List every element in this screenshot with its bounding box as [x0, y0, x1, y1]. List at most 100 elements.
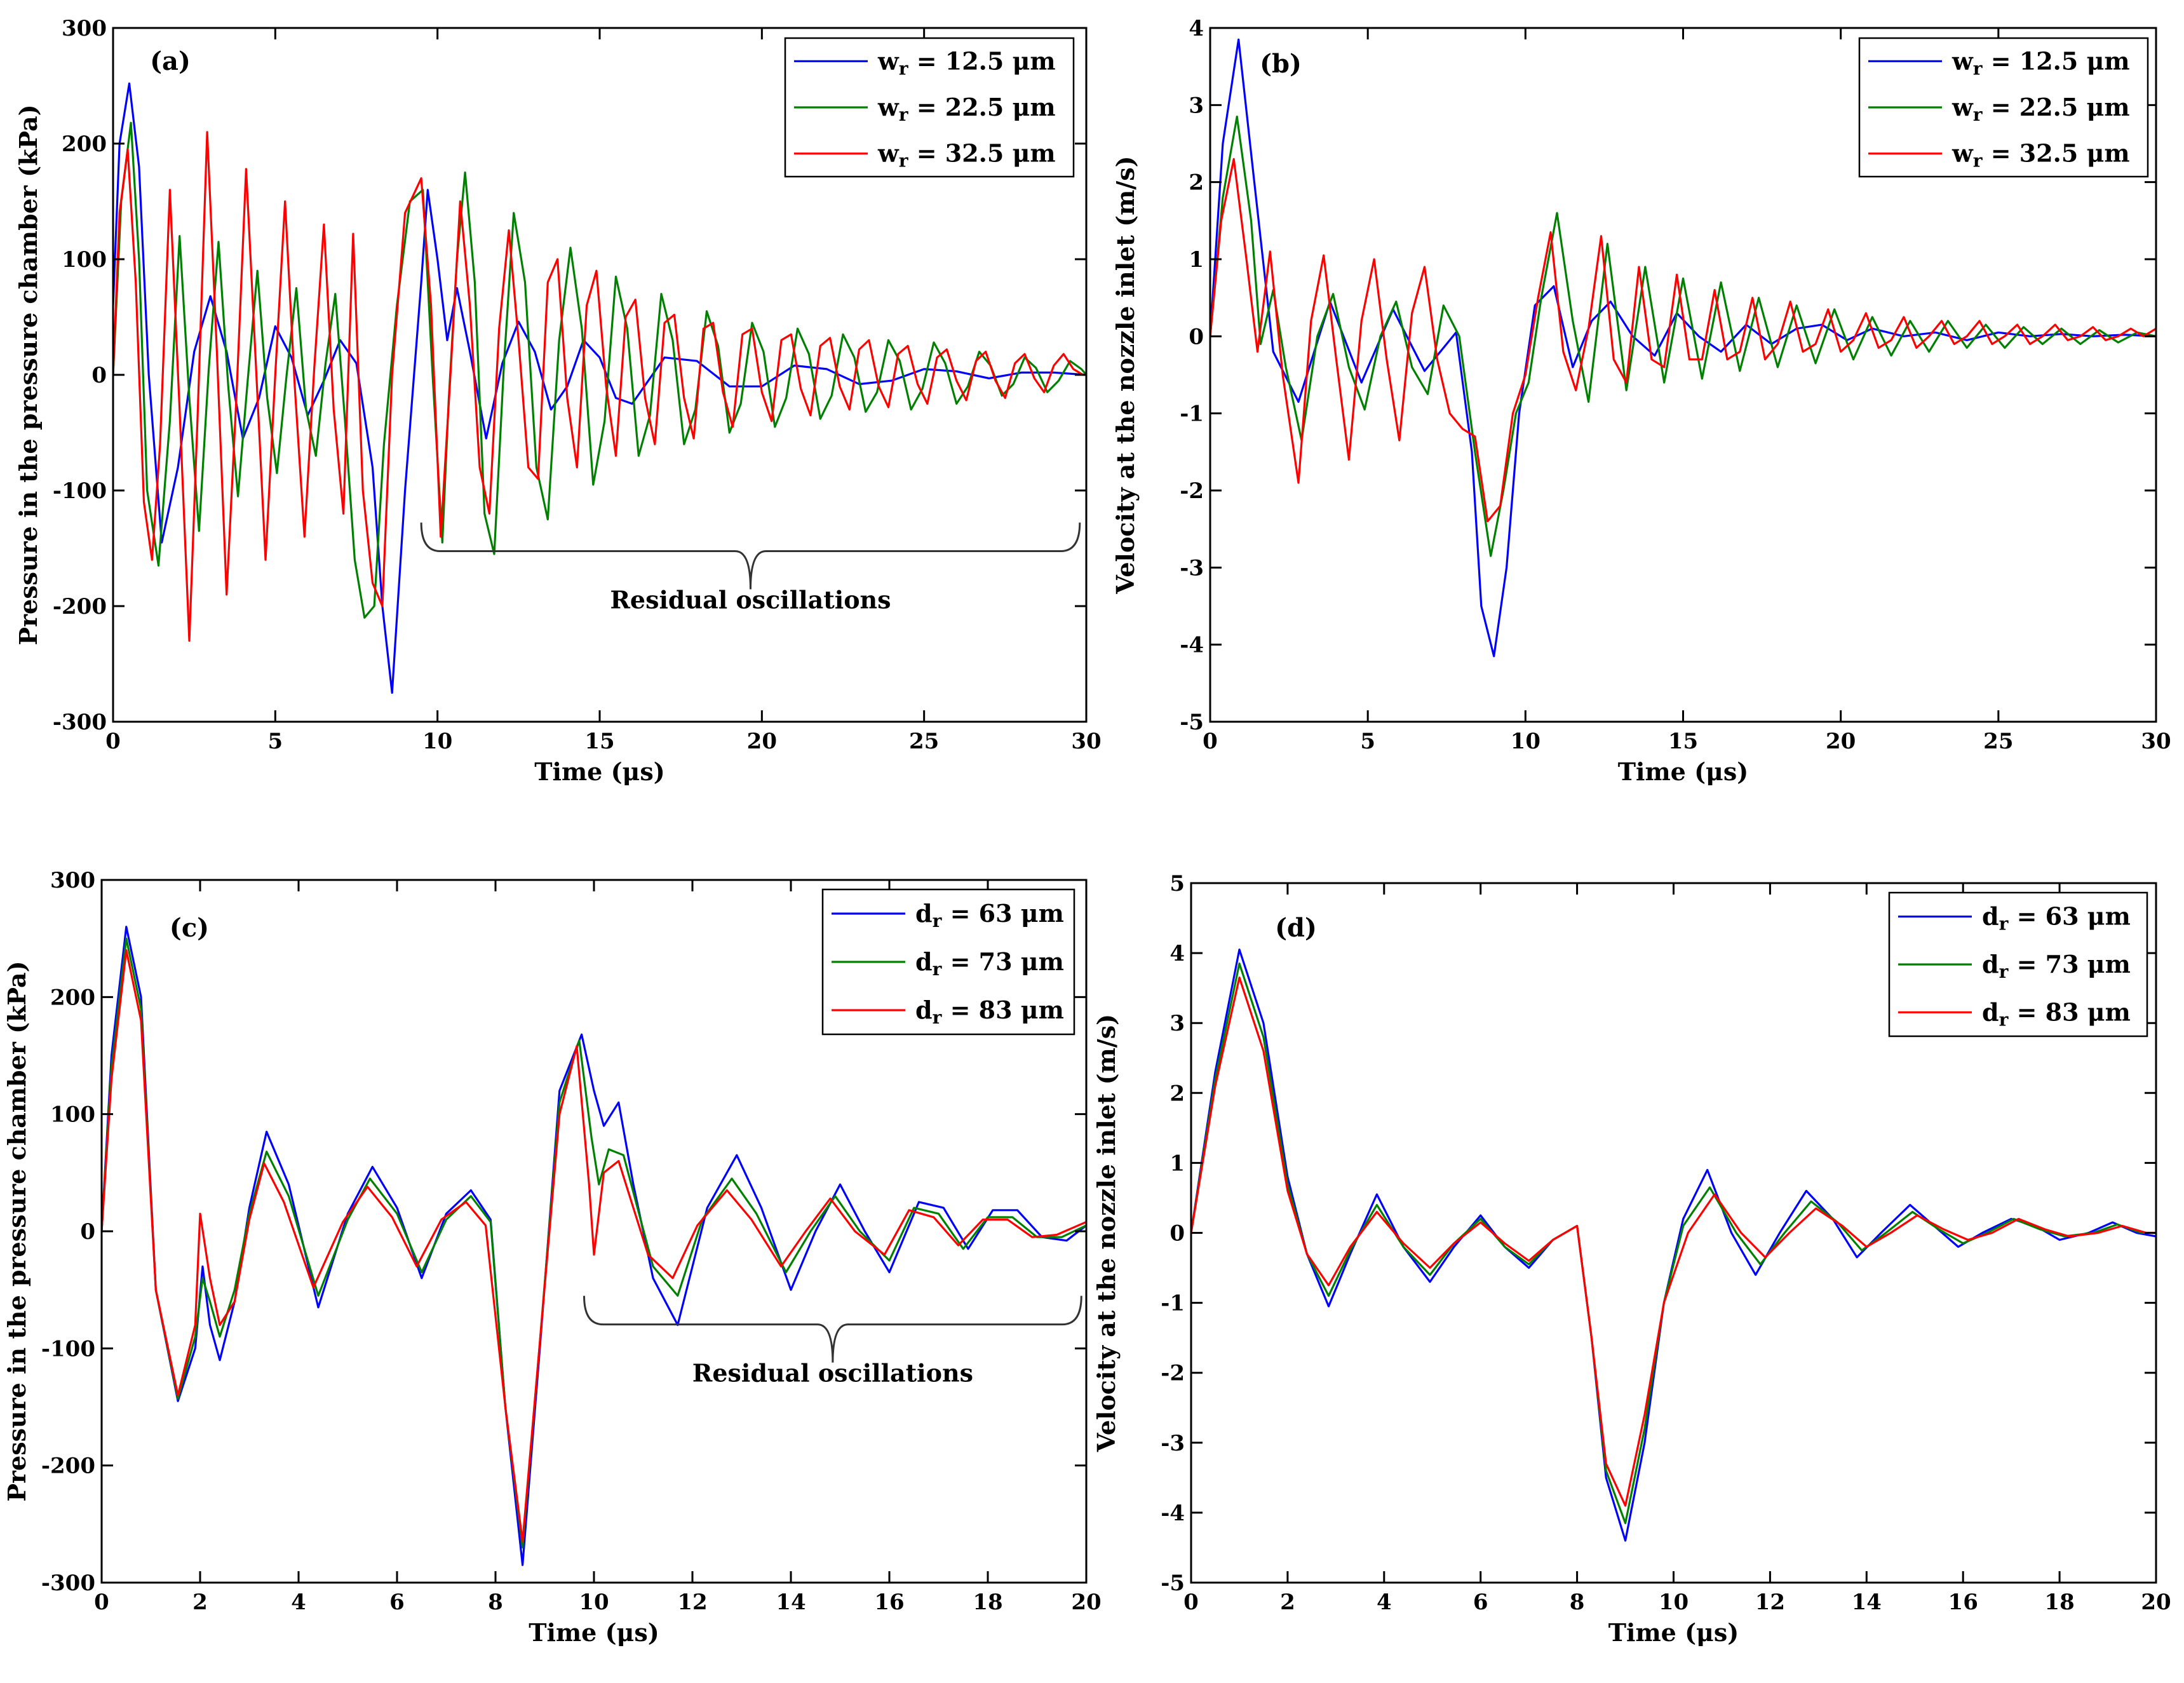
legend: wr = 12.5 μm wr = 22.5 μm wr = 32.5 μm: [784, 37, 1075, 178]
x-tick-label: 5: [1360, 729, 1375, 754]
y-tick-label: -200: [41, 1454, 95, 1479]
y-tick-label: 2: [1189, 170, 1204, 196]
chart-panel-c: 0 2 4 6 8 10 12 14 16 18 20 -300 -200 -100 0 100 200 300 T…: [3, 868, 1102, 1647]
y-tick-label: -300: [53, 710, 107, 735]
x-axis-label: Time (μs): [534, 757, 665, 786]
legend-entry: dr = 63 μm: [915, 899, 1064, 931]
y-tick-label: 200: [62, 132, 107, 157]
legend-entry: dr = 63 μm: [1982, 902, 2131, 935]
y-tick-label: -2: [1180, 478, 1204, 504]
annotation-label: Residual oscillations: [610, 586, 891, 614]
x-tick-label: 6: [389, 1590, 405, 1615]
x-tick-label: 25: [1983, 729, 2013, 754]
x-tick-label: 4: [1377, 1590, 1392, 1615]
x-tick-label: 20: [747, 729, 777, 754]
x-tick-label: 8: [1570, 1590, 1585, 1615]
y-tick-label: 1: [1170, 1151, 1185, 1176]
y-axis-label: Velocity at the nozzle inlet (m/s): [1111, 156, 1140, 594]
x-tick-label: 12: [677, 1590, 707, 1615]
legend-entry: dr = 83 μm: [1982, 997, 2131, 1030]
y-axis-label: Pressure in the pressure chamber (kPa): [14, 104, 43, 645]
legend-entry: dr = 73 μm: [915, 947, 1064, 980]
y-tick-label: 0: [91, 363, 107, 388]
series-line-2: [113, 121, 1086, 619]
x-tick-label: 20: [1071, 1590, 1101, 1615]
series-line-3: [1191, 977, 2156, 1507]
series-line-1: [1191, 949, 2156, 1542]
y-tick-label: -300: [41, 1571, 95, 1596]
y-tick-label: -100: [41, 1336, 95, 1362]
series-line-3: [102, 949, 1086, 1543]
y-tick-label: 3: [1189, 93, 1204, 118]
y-tick-label: -5: [1161, 1571, 1185, 1596]
y-tick-label: -1: [1161, 1291, 1185, 1316]
x-tick-label: 18: [2044, 1590, 2074, 1615]
series-line-2: [1191, 963, 2156, 1524]
x-tick-label: 2: [192, 1590, 208, 1615]
legend-entry: wr = 22.5 μm: [1951, 93, 2130, 125]
series-line-2: [1210, 115, 2156, 557]
y-tick-label: 3: [1170, 1011, 1185, 1036]
y-tick-label: 4: [1170, 941, 1185, 966]
x-tick-label: 5: [267, 729, 283, 754]
x-tick-label: 12: [1755, 1590, 1785, 1615]
y-tick-label: -4: [1161, 1501, 1185, 1526]
x-tick-label: 30: [1071, 729, 1101, 754]
y-tick-label: 0: [80, 1219, 95, 1245]
x-axis-label: Time (μs): [1608, 1618, 1739, 1647]
x-tick-label: 10: [1659, 1590, 1689, 1615]
x-tick-label: 10: [422, 729, 452, 754]
series-line-3: [113, 131, 1086, 642]
legend-entry: wr = 12.5 μm: [877, 46, 1056, 79]
panel-label: (a): [150, 46, 191, 76]
legend: wr = 12.5 μm wr = 22.5 μm wr = 32.5 μm: [1858, 37, 2149, 178]
x-tick-label: 14: [1852, 1590, 1882, 1615]
y-tick-label: -100: [53, 478, 107, 504]
y-tick-label: 100: [62, 247, 107, 273]
y-tick-label: 1: [1189, 247, 1204, 273]
x-tick-label: 14: [776, 1590, 806, 1615]
x-tick-label: 18: [973, 1590, 1002, 1615]
annotation-brace: [583, 1295, 1082, 1363]
x-tick-label: 10: [1511, 729, 1540, 754]
x-tick-label: 0: [105, 729, 121, 754]
x-tick-label: 6: [1473, 1590, 1488, 1615]
legend-entry: wr = 32.5 μm: [1951, 139, 2130, 172]
y-tick-label: -2: [1161, 1361, 1185, 1386]
x-tick-label: 30: [2141, 729, 2171, 754]
y-tick-label: -200: [53, 594, 107, 619]
y-tick-label: -1: [1180, 402, 1204, 427]
y-tick-label: -3: [1180, 555, 1204, 581]
y-tick-label: 300: [50, 868, 95, 893]
x-tick-label: 20: [1826, 729, 1856, 754]
x-tick-label: 15: [1668, 729, 1698, 754]
chart-panel-b: 0 5 10 15 20 25 30 -5 -4 -3 -2 -1 0 1 2 3 4 Time (μs) Velo…: [1111, 16, 2171, 786]
series-line-1: [1210, 38, 2156, 658]
legend-entry: dr = 73 μm: [1982, 950, 2131, 982]
legend-entry: dr = 83 μm: [915, 996, 1064, 1028]
y-tick-label: 0: [1170, 1221, 1185, 1247]
y-tick-label: 5: [1170, 871, 1185, 896]
x-tick-label: 25: [909, 729, 939, 754]
chart-panel-a: 0 5 10 15 20 25 30 -300 -200 -100 0 100 200 300 Time (…: [14, 16, 1102, 786]
y-tick-label: -5: [1180, 710, 1204, 735]
panel-label: (c): [170, 913, 209, 943]
legend: dr = 63 μm dr = 73 μm dr = 83 μm: [821, 888, 1075, 1036]
x-tick-label: 16: [874, 1590, 904, 1615]
y-tick-label: -4: [1180, 633, 1204, 658]
x-tick-label: 10: [579, 1590, 609, 1615]
annotation-label: Residual oscillations: [692, 1359, 973, 1388]
panel-label: (d): [1275, 913, 1317, 943]
x-tick-label: 0: [94, 1590, 109, 1615]
y-tick-label: 100: [50, 1102, 95, 1128]
y-tick-label: -3: [1161, 1431, 1185, 1456]
x-tick-label: 20: [2141, 1590, 2171, 1615]
y-tick-label: 300: [62, 16, 107, 41]
x-tick-label: 0: [1183, 1590, 1199, 1615]
legend-entry: wr = 32.5 μm: [877, 139, 1056, 172]
annotation-brace: [420, 522, 1081, 590]
x-tick-label: 15: [584, 729, 614, 754]
x-tick-label: 0: [1203, 729, 1218, 754]
